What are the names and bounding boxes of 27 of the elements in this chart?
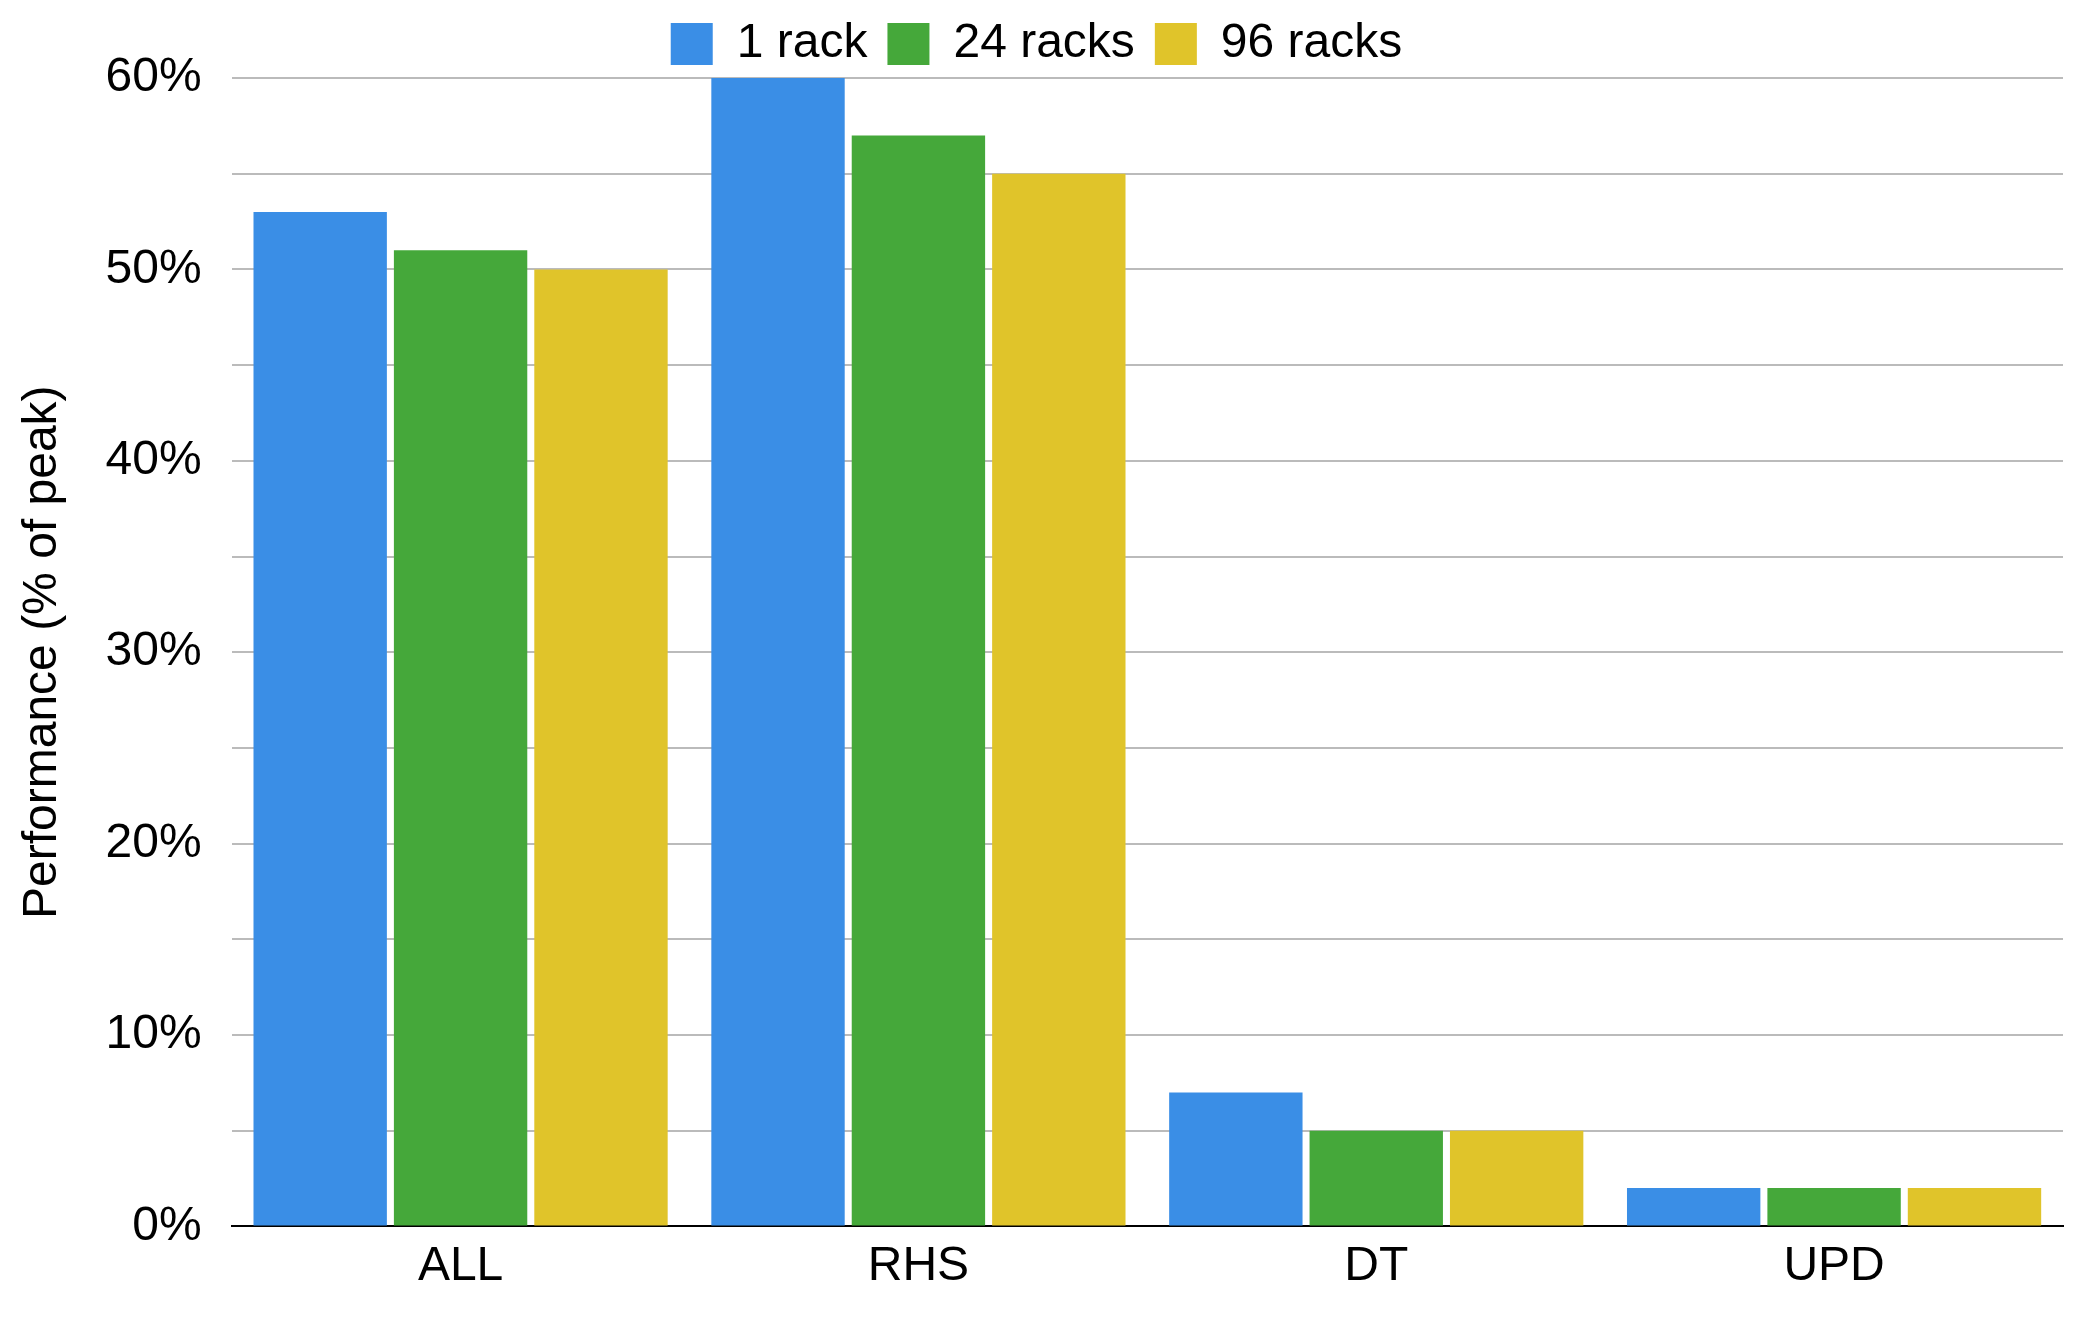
x-tick-label: UPD xyxy=(1783,1237,1885,1291)
bar xyxy=(253,211,387,1226)
bar xyxy=(1449,1130,1584,1226)
bar xyxy=(393,250,528,1226)
y-tick-label: 30% xyxy=(105,622,202,676)
bar xyxy=(1169,1092,1303,1226)
legend-label: 96 racks xyxy=(1220,14,1403,68)
bar xyxy=(1907,1188,2042,1226)
legend-label: 1 rack xyxy=(736,14,869,68)
legend-label: 24 racks xyxy=(953,14,1135,68)
bar xyxy=(1309,1130,1443,1226)
x-tick-label: DT xyxy=(1344,1237,1409,1291)
y-tick-label: 20% xyxy=(105,813,202,867)
x-tick-label: RHS xyxy=(867,1237,970,1291)
bar xyxy=(1626,1188,1761,1226)
y-tick-label: 50% xyxy=(105,239,202,293)
y-tick-label: 40% xyxy=(105,431,202,485)
x-tick-label: ALL xyxy=(417,1237,504,1291)
y-tick-label: 10% xyxy=(105,1005,202,1059)
y-tick-label: 60% xyxy=(105,48,202,102)
bar xyxy=(534,269,668,1226)
bar xyxy=(992,173,1126,1226)
y-tick-label: 0% xyxy=(132,1196,202,1250)
y-axis-title: Performance (% of peak) xyxy=(13,385,67,919)
bar xyxy=(1767,1188,1901,1226)
bar xyxy=(711,78,845,1226)
bar xyxy=(851,135,986,1226)
